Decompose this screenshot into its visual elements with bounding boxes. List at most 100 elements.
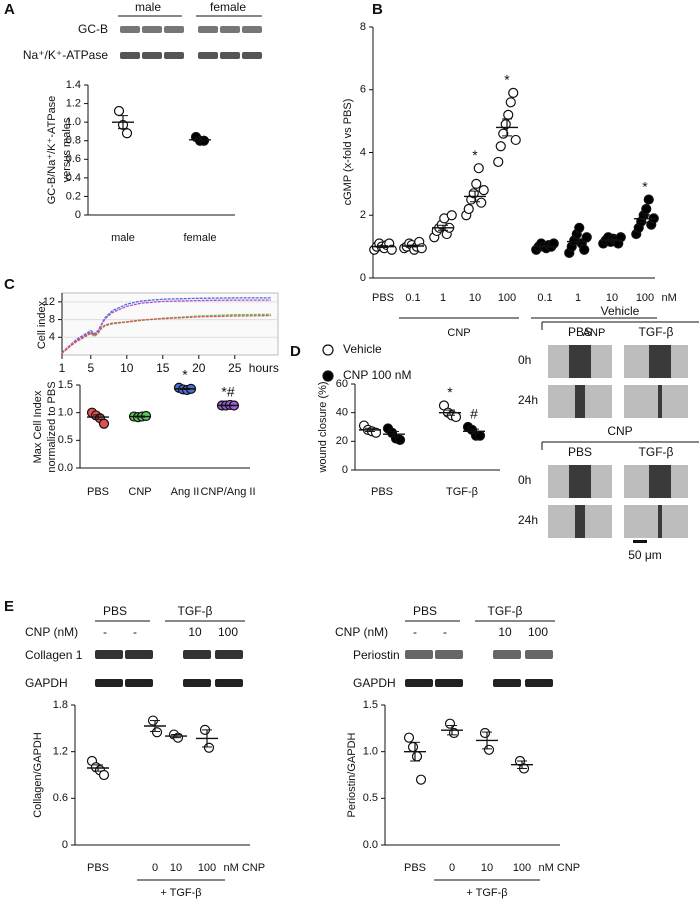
wound <box>569 465 591 498</box>
x-tick-label: 10 <box>606 292 618 304</box>
data-point <box>500 119 511 130</box>
micrograph <box>624 505 688 538</box>
column-label: TGF-β <box>639 445 674 459</box>
y-tick-label: 1.4 <box>66 79 81 91</box>
y-tick-label: 1.2 <box>66 97 81 109</box>
column-label: TGF-β <box>639 325 674 339</box>
dose-label: 100 <box>218 625 238 639</box>
blot-band <box>164 52 184 59</box>
column-label: PBS <box>568 325 592 339</box>
y-tick-label: 0.6 <box>66 153 81 165</box>
data-point <box>473 163 484 174</box>
y-tick-label: 2 <box>360 209 366 221</box>
y-tick-label: 40 <box>336 407 348 419</box>
x-tick-label: 100 <box>636 292 654 304</box>
dose-label: 10 <box>498 625 512 639</box>
blot-band <box>405 679 433 687</box>
y-tick-label: 1.5 <box>363 699 378 711</box>
unit-label: nM CNP <box>539 862 581 874</box>
panel-letter: D <box>290 343 301 360</box>
micrograph-title: CNP <box>607 424 632 438</box>
panel-letter: B <box>372 1 383 18</box>
data-point <box>98 769 110 781</box>
x-tick-label: 1 <box>575 292 581 304</box>
blot-group: TGF-β <box>178 604 213 618</box>
y-tick-label: 1.5 <box>58 379 73 391</box>
x-tick-label: PBS <box>87 862 109 874</box>
data-point <box>403 732 415 743</box>
group-label: ANP <box>583 327 606 339</box>
annotation: * <box>447 384 453 400</box>
wound <box>658 505 662 538</box>
wound <box>575 505 585 538</box>
data-point <box>386 244 397 255</box>
y-tick-label: 1.0 <box>66 116 81 128</box>
band-label: Collagen 1 <box>25 648 83 662</box>
y-tick-label: 0.5 <box>363 792 378 804</box>
legend-marker <box>322 370 334 382</box>
x-tick-label: PBS <box>371 486 393 498</box>
x-tick-label: 0 <box>152 862 158 874</box>
unit-label: nM CNP <box>224 862 266 874</box>
y-tick-label: 0 <box>75 209 81 221</box>
blot-band <box>405 650 433 659</box>
data-point <box>641 203 652 215</box>
blot-band <box>215 650 243 659</box>
y-axis-label: GC-B/Na⁺/K⁺-ATPase <box>46 96 58 205</box>
panel-letter: C <box>4 276 15 293</box>
x-tick-label: 15 <box>156 361 170 375</box>
data-point <box>394 434 406 445</box>
y-axis-label: Cell index <box>36 300 48 349</box>
blot-band <box>198 52 218 59</box>
dose-label: - <box>413 625 417 639</box>
y-axis-label: versus males <box>61 117 73 182</box>
y-tick-label: 4 <box>360 146 366 158</box>
blot-band <box>435 650 463 659</box>
y-tick-label: 12 <box>43 296 55 308</box>
x-tick-label: 0.1 <box>537 292 552 304</box>
blot-band <box>120 26 140 33</box>
y-tick-label: 1.8 <box>53 699 68 711</box>
y-tick-label: 20 <box>336 435 348 447</box>
x-tick-label: CNP <box>128 486 151 498</box>
group-label: + TGF-β <box>160 887 201 899</box>
wound <box>658 385 662 418</box>
blot-group: female <box>210 0 246 14</box>
wound <box>575 385 585 418</box>
blot-band <box>95 679 123 687</box>
data-point <box>98 418 110 429</box>
data-point <box>415 774 427 785</box>
annotation: *# <box>221 384 234 400</box>
x-tick-label: 10 <box>469 292 481 304</box>
data-point <box>411 751 423 762</box>
data-point <box>450 411 462 423</box>
data-point <box>407 741 419 753</box>
data-point <box>463 203 474 215</box>
band-label: Periostin <box>353 648 400 662</box>
y-tick-label: 8 <box>49 313 55 325</box>
y-axis-label: Max Cell Index <box>32 390 44 463</box>
data-point <box>508 87 519 98</box>
data-point <box>581 232 592 243</box>
data-point <box>483 744 495 755</box>
legend-label: CNP 100 nM <box>343 368 411 382</box>
dose-label: - <box>133 625 137 639</box>
data-point <box>479 727 491 739</box>
x-tick-label: PBS <box>404 862 426 874</box>
wound <box>649 465 671 498</box>
blot-band <box>220 52 240 59</box>
x-tick-label: 10 <box>170 862 182 874</box>
legend-marker <box>322 344 334 356</box>
y-tick-label: 0.6 <box>53 792 68 804</box>
data-point <box>505 97 516 108</box>
blot-band <box>142 52 162 59</box>
data-point <box>474 430 486 441</box>
wound <box>649 345 671 378</box>
x-tick-label: TGF-β <box>446 486 478 498</box>
data-point <box>579 244 590 255</box>
data-point <box>121 128 133 139</box>
blot-band <box>183 650 211 659</box>
y-axis-label: normalized to PBS <box>46 381 58 472</box>
blot-band <box>142 26 162 33</box>
blot-band <box>183 679 211 687</box>
